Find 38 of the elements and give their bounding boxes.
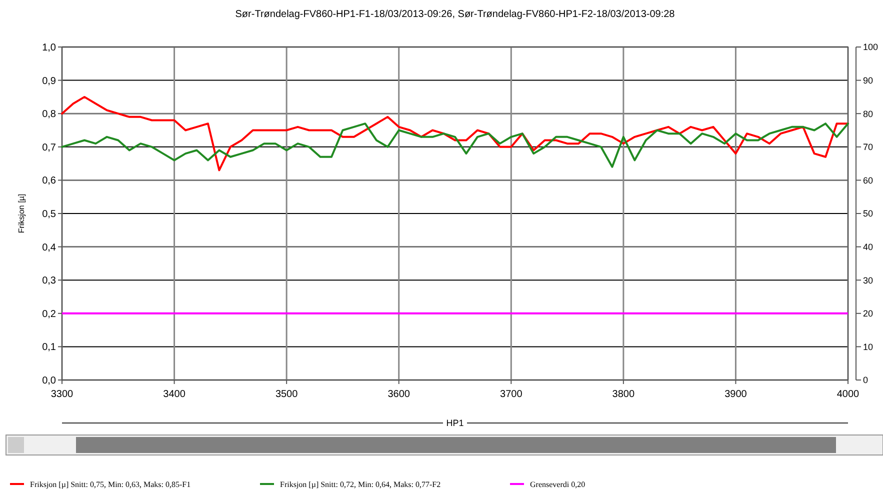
y-tick-label: 0,1 bbox=[42, 342, 56, 354]
legend-label: Friksjon [µ] Snitt: 0,75, Min: 0,63, Maks: 0,85-F1 bbox=[30, 480, 191, 489]
y2-tick-label: 60 bbox=[863, 175, 874, 186]
y-tick-label: 0,7 bbox=[42, 142, 56, 154]
y-tick-label: 0,8 bbox=[42, 109, 56, 120]
x-tick-label: 3400 bbox=[163, 389, 186, 400]
y2-tick-label: 70 bbox=[863, 142, 874, 152]
x-tick-label: 3700 bbox=[500, 389, 523, 400]
y2-tick-label: 40 bbox=[863, 242, 874, 252]
y-tick-label: 0,2 bbox=[42, 308, 56, 320]
x-axis-title: HP1 bbox=[446, 418, 464, 428]
y-tick-label: 1,0 bbox=[42, 42, 56, 54]
y-tick-label: 0,5 bbox=[42, 209, 56, 220]
y-tick-label: 0,6 bbox=[42, 176, 56, 187]
y2-tick-label: 50 bbox=[863, 208, 874, 219]
y-tick-label: 0,9 bbox=[42, 76, 56, 87]
line-series bbox=[61, 122, 849, 168]
x-tick-label: 3900 bbox=[724, 389, 748, 400]
x-tick-label: 3600 bbox=[388, 389, 410, 400]
y2-tick-label: 80 bbox=[863, 108, 874, 119]
y-tick-label: 0,0 bbox=[42, 376, 56, 386]
y2-tick-label: 100 bbox=[863, 42, 878, 52]
y2-tick-label: 30 bbox=[863, 275, 874, 286]
y2-tick-label: 10 bbox=[863, 342, 874, 352]
line-series bbox=[61, 96, 849, 172]
x-tick-label: 3500 bbox=[275, 389, 298, 400]
x-tick-label: 4000 bbox=[836, 389, 860, 400]
y2-tick-label: 0 bbox=[863, 375, 868, 386]
x-tick-label: 3300 bbox=[50, 389, 74, 400]
chart-title: Sør-Trøndelag-FV860-HP1-F1-18/03/2013-09:26, Sør-Trøndelag-FV860-HP1-F2-18/03/2013-09:28 bbox=[235, 9, 676, 20]
y-axis-title: Friksjon [µ] bbox=[17, 194, 26, 234]
y-tick-label: 0,3 bbox=[42, 276, 56, 287]
y2-tick-label: 90 bbox=[863, 75, 874, 86]
y-tick-label: 0,4 bbox=[42, 242, 56, 254]
y2-tick-label: 20 bbox=[863, 308, 874, 319]
legend-label: Grenseverdi 0,20 bbox=[530, 480, 586, 489]
legend-label: Friksjon [µ] Snitt: 0,72, Min: 0,64, Maks: 0,77-F2 bbox=[280, 480, 441, 489]
x-tick-label: 3800 bbox=[612, 389, 635, 400]
